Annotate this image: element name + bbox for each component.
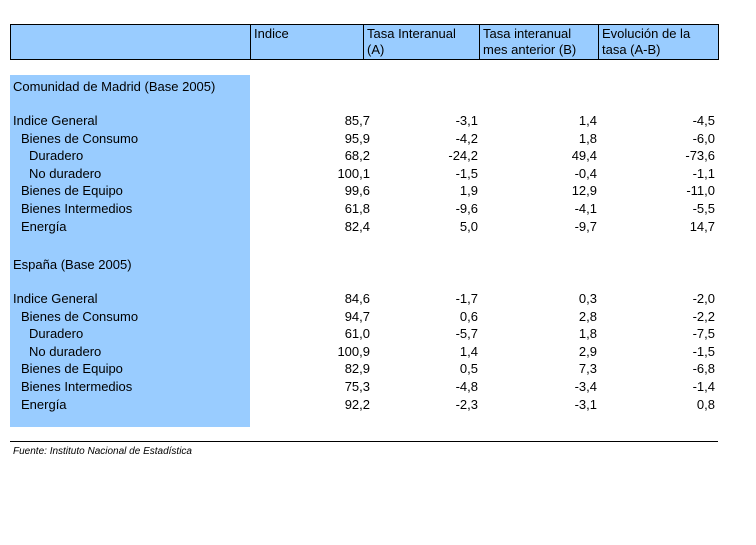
table-row: No duradero 100,9 1,4 2,9 -1,5 xyxy=(10,343,718,360)
table-row: Bienes de Consumo 95,9 -4,2 1,8 -6,0 xyxy=(10,130,718,147)
evolucion-value: -1,4 xyxy=(692,379,715,394)
row-label: Bienes de Consumo xyxy=(21,308,139,324)
evolucion-value: 14,7 xyxy=(689,218,715,234)
row-label: Bienes de Equipo xyxy=(21,183,123,199)
table-row: Energía 82,4 5,0 -9,7 14,7 xyxy=(10,218,718,235)
indice-value: 94,7 xyxy=(344,308,370,324)
tasa-interanual-value: 5,0 xyxy=(459,218,478,234)
evolucion-value: -73,6 xyxy=(685,148,715,164)
evolucion-value: -1,5 xyxy=(692,343,715,359)
indice-value: 100,1 xyxy=(337,165,370,181)
table-row: Indice General 85,7 -3,1 1,4 -4,5 xyxy=(10,112,718,129)
table-row: Bienes de Equipo 99,6 1,9 12,9 -11,0 xyxy=(10,182,718,199)
section-title: Comunidad de Madrid (Base 2005) xyxy=(13,79,216,94)
row-label: Indice General xyxy=(13,113,98,128)
bottom-rule xyxy=(10,441,718,442)
tasa-mes-anterior-value: -9,7 xyxy=(574,218,597,234)
evolucion-value: -2,2 xyxy=(692,308,715,324)
evolucion-value: -1,1 xyxy=(692,165,715,181)
tasa-mes-anterior-value: -3,1 xyxy=(574,396,597,412)
tasa-mes-anterior-value: 1,4 xyxy=(578,113,597,128)
row-label: Indice General xyxy=(13,291,98,306)
header-table: Indice Tasa Interanual (A) Tasa interanu… xyxy=(10,24,719,60)
section-title: España (Base 2005) xyxy=(13,257,132,272)
indice-value: 100,9 xyxy=(337,343,370,359)
header-cell-blank xyxy=(10,24,251,60)
evolucion-value: -6,0 xyxy=(692,130,715,146)
tasa-interanual-value: 0,6 xyxy=(459,308,478,324)
tasa-mes-anterior-value: 0,3 xyxy=(578,291,597,306)
tasa-interanual-value: 0,5 xyxy=(459,361,478,377)
table-row: Bienes de Consumo 94,7 0,6 2,8 -2,2 xyxy=(10,308,718,325)
table-row: Indice General 84,6 -1,7 0,3 -2,0 xyxy=(10,290,718,307)
tasa-mes-anterior-value: -3,4 xyxy=(574,379,597,394)
tasa-interanual-value: -1,5 xyxy=(455,165,478,181)
tasa-interanual-value: -5,7 xyxy=(455,326,478,342)
header-tasa-interanual: Tasa Interanual (A) xyxy=(363,24,480,60)
source-note: Fuente: Instituto Nacional de Estadístic… xyxy=(13,446,192,457)
row-label: Bienes de Consumo xyxy=(21,130,139,146)
row-label: Energía xyxy=(21,396,67,412)
tasa-interanual-value: -4,8 xyxy=(455,379,478,394)
header-tasa-mes-anterior: Tasa interanual mes anterior (B) xyxy=(479,24,599,60)
tasa-mes-anterior-value: 2,8 xyxy=(578,308,597,324)
tasa-interanual-value: -1,7 xyxy=(455,291,478,306)
tasa-interanual-value: 1,4 xyxy=(459,343,478,359)
evolucion-value: -4,5 xyxy=(692,113,715,128)
table-row: Bienes de Equipo 82,9 0,5 7,3 -6,8 xyxy=(10,360,718,377)
indice-value: 85,7 xyxy=(344,113,370,128)
indice-value: 82,9 xyxy=(344,361,370,377)
tasa-mes-anterior-value: 2,9 xyxy=(578,343,597,359)
tasa-interanual-value: -9,6 xyxy=(455,201,478,216)
indice-value: 61,8 xyxy=(344,201,370,216)
indice-value: 95,9 xyxy=(344,130,370,146)
table-row: No duradero 100,1 -1,5 -0,4 -1,1 xyxy=(10,165,718,182)
tasa-mes-anterior-value: 1,8 xyxy=(578,130,597,146)
row-label: Duradero xyxy=(29,148,84,164)
tasa-mes-anterior-value: -4,1 xyxy=(574,201,597,216)
indice-value: 61,0 xyxy=(344,326,370,342)
row-label: Bienes Intermedios xyxy=(21,201,133,216)
tasa-interanual-value: 1,9 xyxy=(459,183,478,199)
label-column-background xyxy=(10,75,250,427)
header-row: Indice Tasa Interanual (A) Tasa interanu… xyxy=(10,24,719,60)
indice-value: 75,3 xyxy=(344,379,370,394)
evolucion-value: -5,5 xyxy=(692,201,715,216)
evolucion-value: -2,0 xyxy=(692,291,715,306)
evolucion-value: -6,8 xyxy=(692,361,715,377)
tasa-mes-anterior-value: 1,8 xyxy=(578,326,597,342)
table-row: Duradero 68,2 -24,2 49,4 -73,6 xyxy=(10,147,718,164)
tasa-interanual-value: -24,2 xyxy=(448,148,478,164)
table-row: Bienes Intermedios 75,3 -4,8 -3,4 -1,4 xyxy=(10,378,718,395)
row-label: Bienes Intermedios xyxy=(21,379,133,394)
row-label: No duradero xyxy=(29,343,102,359)
tasa-mes-anterior-value: 7,3 xyxy=(578,361,597,377)
indice-value: 68,2 xyxy=(344,148,370,164)
section-title-row: Comunidad de Madrid (Base 2005) xyxy=(10,78,718,95)
row-label: No duradero xyxy=(29,165,102,181)
tasa-mes-anterior-value: 12,9 xyxy=(571,183,597,199)
header-indice: Indice xyxy=(250,24,364,60)
tasa-interanual-value: -4,2 xyxy=(455,130,478,146)
row-label: Energía xyxy=(21,218,67,234)
row-label: Bienes de Equipo xyxy=(21,361,123,377)
indice-value: 82,4 xyxy=(344,218,370,234)
indice-value: 84,6 xyxy=(344,291,370,306)
indice-value: 99,6 xyxy=(344,183,370,199)
table-row: Bienes Intermedios 61,8 -9,6 -4,1 -5,5 xyxy=(10,200,718,217)
table-row: Duradero 61,0 -5,7 1,8 -7,5 xyxy=(10,325,718,342)
evolucion-value: 0,8 xyxy=(696,396,715,412)
tasa-interanual-value: -2,3 xyxy=(455,396,478,412)
tasa-mes-anterior-value: -0,4 xyxy=(574,165,597,181)
tasa-interanual-value: -3,1 xyxy=(455,113,478,128)
evolucion-value: -7,5 xyxy=(692,326,715,342)
header-evolucion: Evolución de la tasa (A-B) xyxy=(598,24,719,60)
table-row: Energía 92,2 -2,3 -3,1 0,8 xyxy=(10,396,718,413)
evolucion-value: -11,0 xyxy=(686,183,715,199)
indice-value: 92,2 xyxy=(344,396,370,412)
row-label: Duradero xyxy=(29,326,84,342)
tasa-mes-anterior-value: 49,4 xyxy=(571,148,597,164)
section-title-row: España (Base 2005) xyxy=(10,256,718,273)
